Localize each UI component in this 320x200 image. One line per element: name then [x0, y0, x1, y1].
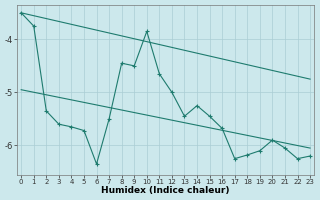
- X-axis label: Humidex (Indice chaleur): Humidex (Indice chaleur): [101, 186, 230, 195]
